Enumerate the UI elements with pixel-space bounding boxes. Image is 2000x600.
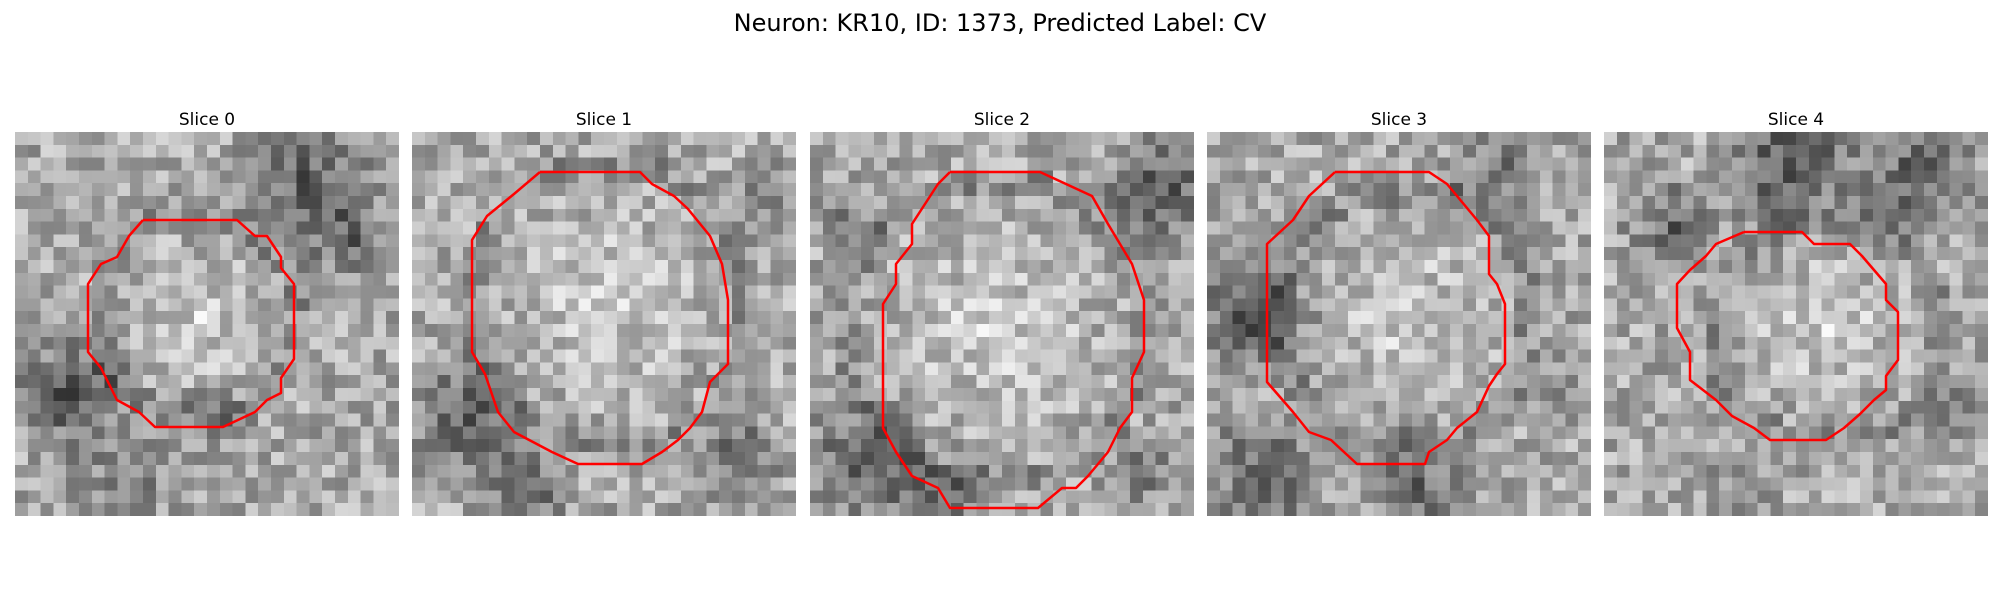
slice-title: Slice 0	[178, 110, 236, 130]
roi-contour	[1675, 230, 1900, 442]
slice-panel-2: Slice 2	[810, 108, 1194, 516]
slice-image	[1604, 132, 1988, 516]
slice-panel-4: Slice 4	[1604, 108, 1988, 516]
slice-image	[810, 132, 1194, 516]
roi-contour	[470, 170, 730, 466]
slice-image	[412, 132, 796, 516]
roi-contour	[1265, 170, 1507, 466]
slice-title: Slice 3	[1370, 110, 1428, 130]
roi-contour	[881, 170, 1146, 510]
slice-image	[15, 132, 399, 516]
slice-panel-0: Slice 0	[15, 108, 399, 516]
slice-image	[1207, 132, 1591, 516]
slice-panel-1: Slice 1	[412, 108, 796, 516]
slice-title: Slice 4	[1767, 110, 1825, 130]
slice-title: Slice 1	[575, 110, 633, 130]
slice-title: Slice 2	[973, 110, 1031, 130]
figure-title: Neuron: KR10, ID: 1373, Predicted Label:…	[733, 9, 1267, 37]
roi-contour	[86, 218, 296, 429]
slice-panel-3: Slice 3	[1207, 108, 1591, 516]
